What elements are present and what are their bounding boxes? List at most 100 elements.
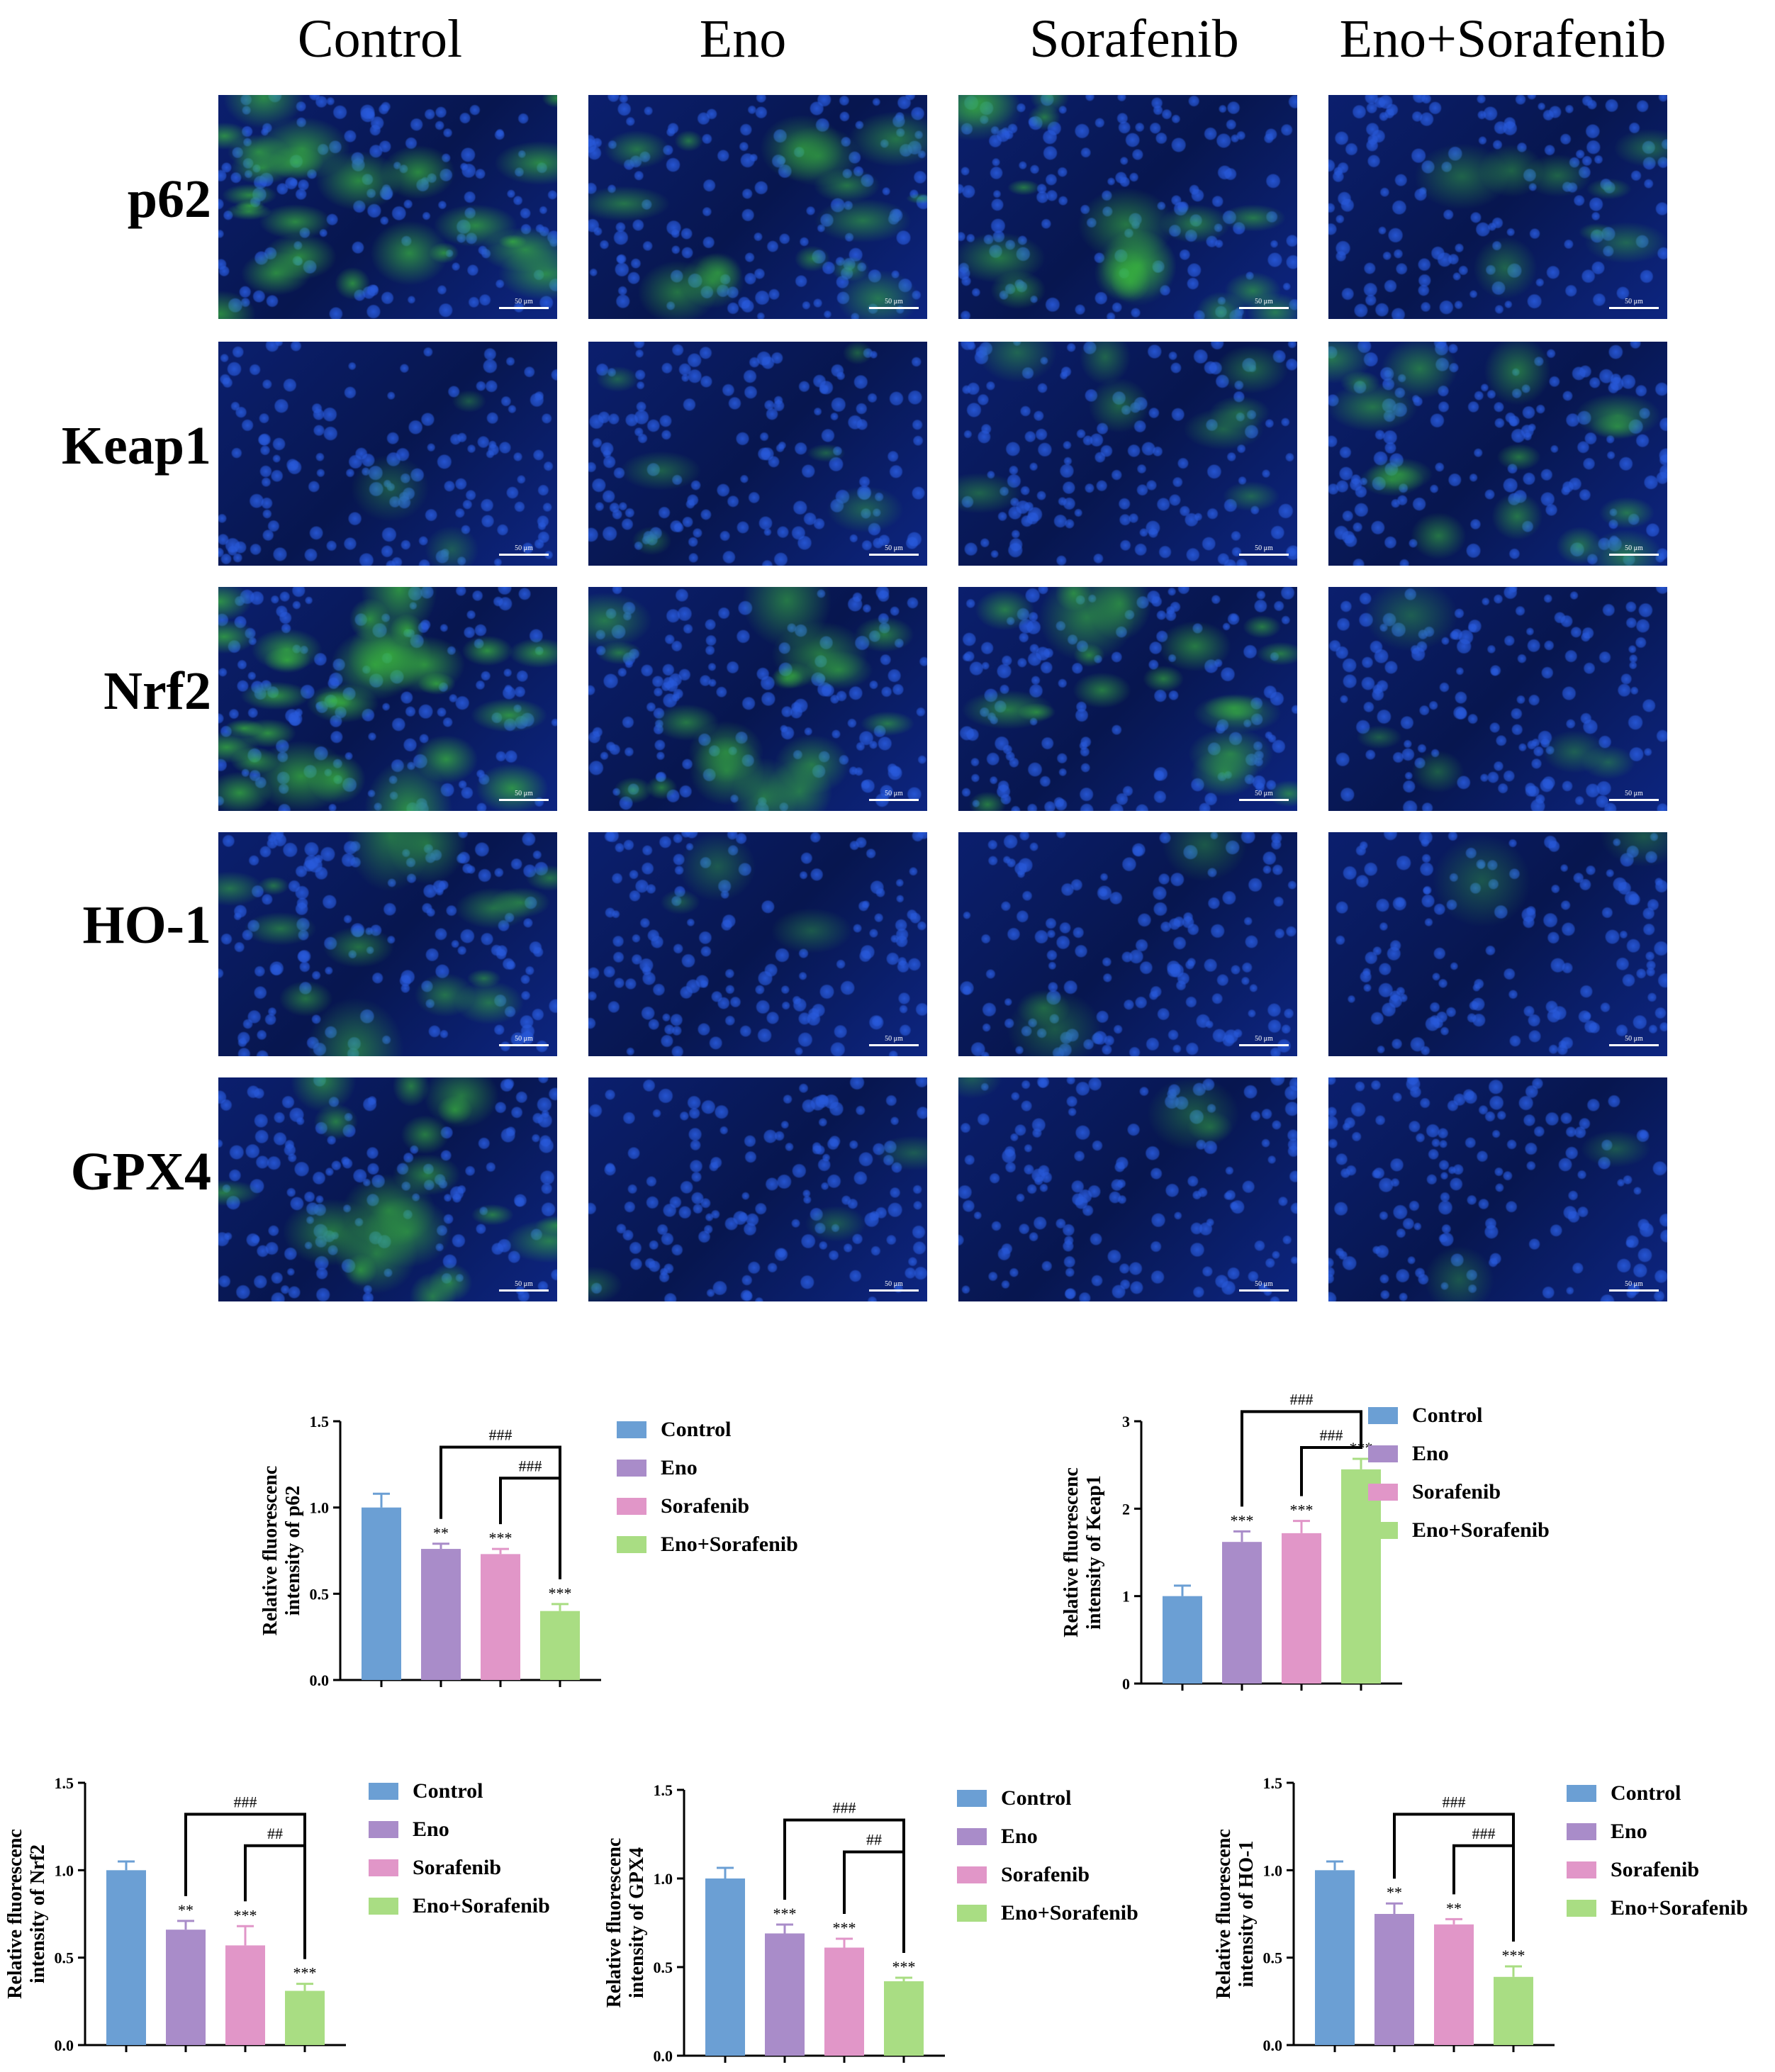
y-axis-title: intensity of Keap1: [1083, 1475, 1105, 1630]
bracket-label: ###: [1443, 1793, 1466, 1810]
scale-bar: 50 μm: [869, 1035, 919, 1046]
bracket-label: ###: [519, 1457, 542, 1474]
legend-label: Eno: [1611, 1820, 1647, 1843]
legend-label: Control: [1611, 1781, 1681, 1805]
y-tick-label: 1: [1122, 1588, 1130, 1606]
scale-bar: 50 μm: [1239, 790, 1289, 801]
significance-stars: ***: [1502, 1947, 1525, 1964]
micrograph-ho-1-control: 50 μm: [218, 832, 557, 1056]
scale-bar-label: 50 μm: [885, 544, 903, 552]
y-tick-label: 0.5: [310, 1585, 330, 1603]
scale-bar-label: 50 μm: [885, 298, 903, 306]
y-tick-label: 1.5: [654, 1781, 673, 1799]
legend-swatch: [1368, 1445, 1398, 1462]
legend-swatch: [957, 1866, 987, 1883]
legend-swatch: [617, 1421, 646, 1438]
legend-label: Eno: [661, 1456, 698, 1479]
scale-bar: 50 μm: [499, 544, 549, 556]
scale-bar-label: 50 μm: [1255, 1035, 1273, 1043]
comparison-bracket: [843, 1850, 905, 1953]
bracket-label: ##: [267, 1825, 283, 1842]
scale-bar-label: 50 μm: [1625, 1035, 1643, 1043]
micrograph-nrf2-sorafenib: 50 μm: [958, 587, 1297, 811]
micrograph-nrf2-eno: 50 μm: [588, 587, 927, 811]
legend-label: Eno+Sorafenib: [1611, 1896, 1748, 1920]
scale-bar: 50 μm: [499, 790, 549, 801]
bar-eno: [765, 1933, 805, 2056]
scale-bar-line: [1609, 554, 1659, 556]
y-tick-label: 0.0: [654, 2047, 673, 2065]
legend-swatch: [1368, 1407, 1398, 1424]
scale-bar-line: [1239, 1289, 1289, 1292]
row-header-ho1: HO-1: [82, 895, 211, 955]
bar-sorafenib: [824, 1947, 864, 2056]
significance-stars: **: [1446, 1899, 1462, 1917]
scale-bar-line: [499, 799, 549, 801]
y-tick-label: 1.5: [1263, 1774, 1283, 1792]
legend-swatch: [369, 1783, 398, 1800]
bar-control: [362, 1507, 401, 1680]
micrograph-keap1-control: 50 μm: [218, 342, 557, 566]
significance-stars: **: [433, 1524, 449, 1542]
legend-swatch: [957, 1905, 987, 1922]
scale-bar: 50 μm: [869, 1280, 919, 1292]
legend-label: Eno: [1412, 1442, 1449, 1465]
legend-label: Sorafenib: [1412, 1480, 1501, 1503]
y-tick-label: 0: [1122, 1675, 1130, 1693]
y-axis-title: Relative fluorescenc: [603, 1838, 625, 2008]
scale-bar-line: [869, 1289, 919, 1292]
y-tick-label: 1.0: [654, 1870, 673, 1888]
micrograph-nrf2-eno-sorafenib: 50 μm: [1328, 587, 1667, 811]
scale-bar-label: 50 μm: [515, 790, 533, 797]
scale-bar: 50 μm: [1609, 1035, 1659, 1046]
y-tick-label: 1.0: [310, 1499, 330, 1517]
column-header-control: Control: [297, 9, 463, 69]
scale-bar-line: [499, 1044, 549, 1046]
legend-swatch: [617, 1536, 646, 1553]
legend-label: Sorafenib: [1001, 1863, 1090, 1886]
scale-bar-label: 50 μm: [1255, 298, 1273, 306]
significance-stars: ***: [293, 1964, 317, 1982]
micrograph-keap1-sorafenib: 50 μm: [958, 342, 1297, 566]
y-tick-label: 0.0: [1263, 2037, 1283, 2054]
bar-chart-keap1: 0 1 2 3 Relative fluorescenc intensity of Kea…: [1060, 1390, 1550, 1693]
scale-bar: 50 μm: [869, 298, 919, 309]
bar-eno-sorafenib: [884, 1981, 924, 2056]
legend-label: Eno+Sorafenib: [1412, 1518, 1550, 1542]
bar-sorafenib: [481, 1554, 520, 1680]
legend-label: Control: [1001, 1786, 1071, 1810]
bar-sorafenib: [1434, 1924, 1474, 2045]
legend-label: Sorafenib: [413, 1856, 501, 1879]
bracket-label: ##: [866, 1831, 882, 1849]
micrograph-gpx4-eno: 50 μm: [588, 1077, 927, 1301]
scale-bar-label: 50 μm: [1255, 790, 1273, 797]
micrograph-gpx4-sorafenib: 50 μm: [958, 1077, 1297, 1301]
scale-bar: 50 μm: [499, 1280, 549, 1292]
scale-bar-label: 50 μm: [885, 790, 903, 797]
legend-label: Control: [661, 1418, 731, 1441]
scale-bar: 50 μm: [1609, 298, 1659, 309]
bracket-label: ###: [833, 1799, 856, 1817]
scale-bar-line: [869, 799, 919, 801]
scale-bar-line: [1239, 799, 1289, 801]
legend-label: Sorafenib: [661, 1494, 749, 1518]
legend-swatch: [1567, 1785, 1596, 1802]
scale-bar-label: 50 μm: [515, 1035, 533, 1043]
bar-chart-gpx4: 0.0 0.5 1.0 1.5 Relative fluorescenc intensit…: [603, 1781, 1138, 2065]
legend-swatch: [617, 1498, 646, 1515]
legend-label: Eno: [413, 1818, 449, 1841]
bracket-label: ###: [1290, 1390, 1314, 1408]
legend-swatch: [1368, 1484, 1398, 1501]
bar-chart-nrf2: 0.0 0.5 1.0 1.5 Relative fluorescenc intensit…: [7, 1774, 550, 2054]
y-tick-label: 0.5: [1263, 1949, 1283, 1967]
legend-swatch: [1567, 1900, 1596, 1917]
y-axis-title: intensity of HO-1: [1236, 1841, 1258, 1988]
bar-eno-sorafenib: [1341, 1469, 1381, 1684]
bar-control: [1315, 1870, 1355, 2045]
row-header-p62: p62: [127, 169, 211, 229]
scale-bar-label: 50 μm: [885, 1035, 903, 1043]
micrograph-keap1-eno-sorafenib: 50 μm: [1328, 342, 1667, 566]
micrograph-ho-1-eno-sorafenib: 50 μm: [1328, 832, 1667, 1056]
legend-label: Eno+Sorafenib: [413, 1894, 550, 1917]
legend-label: Control: [413, 1779, 483, 1803]
